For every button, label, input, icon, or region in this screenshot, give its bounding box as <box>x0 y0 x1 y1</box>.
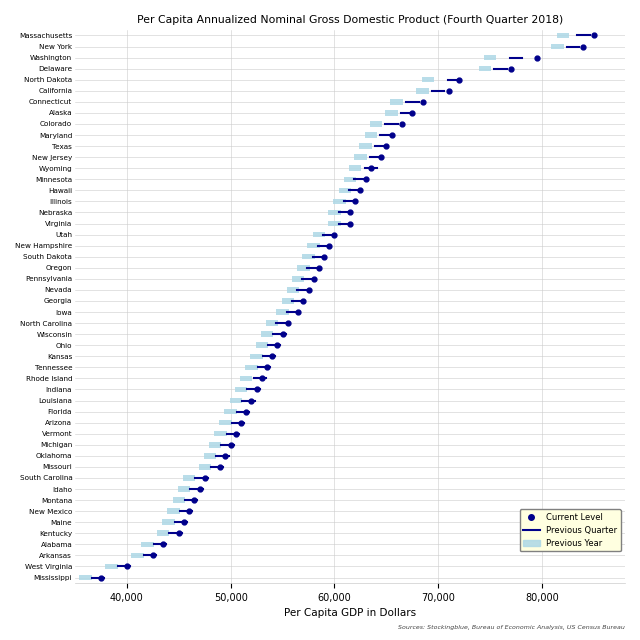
Bar <box>209 442 221 447</box>
Bar <box>349 166 362 171</box>
Text: Sources: Stockingblue, Bureau of Economic Analysis, US Census Bureau: Sources: Stockingblue, Bureau of Economi… <box>398 625 625 630</box>
Bar <box>370 121 382 127</box>
Bar <box>385 110 397 116</box>
Bar <box>422 77 434 83</box>
Bar <box>292 276 305 282</box>
Bar <box>168 508 180 514</box>
Bar <box>250 353 263 359</box>
Bar <box>255 342 268 348</box>
Bar <box>240 376 252 381</box>
Bar <box>79 575 92 580</box>
Bar <box>178 486 190 492</box>
Bar <box>183 475 195 481</box>
Legend: Current Level, Previous Quarter, Previous Year: Current Level, Previous Quarter, Previou… <box>520 509 621 551</box>
Bar <box>365 132 377 138</box>
Bar <box>302 254 315 259</box>
Bar <box>354 154 367 160</box>
Bar <box>339 188 351 193</box>
Bar <box>198 464 211 470</box>
Bar <box>344 177 356 182</box>
Bar <box>313 232 325 237</box>
Bar <box>141 541 154 547</box>
Bar <box>220 420 232 426</box>
Bar <box>297 265 310 271</box>
Bar <box>282 298 294 304</box>
Bar <box>479 66 491 72</box>
Bar <box>266 320 278 326</box>
Bar <box>417 88 429 93</box>
Bar <box>390 99 403 104</box>
Bar <box>307 243 320 248</box>
Bar <box>359 143 372 149</box>
Bar <box>105 564 118 569</box>
Bar <box>276 309 289 315</box>
Bar <box>287 287 299 292</box>
Title: Per Capita Annualized Nominal Gross Domestic Product (Fourth Quarter 2018): Per Capita Annualized Nominal Gross Dome… <box>137 15 563 25</box>
Bar <box>484 55 497 60</box>
Bar <box>157 531 170 536</box>
Bar <box>245 365 258 370</box>
Bar <box>328 210 340 215</box>
Bar <box>235 387 247 392</box>
X-axis label: Per Capita GDP in Dollars: Per Capita GDP in Dollars <box>284 608 416 618</box>
Bar <box>551 44 564 49</box>
Bar <box>328 221 340 227</box>
Bar <box>225 409 237 414</box>
Bar <box>333 198 346 204</box>
Bar <box>162 520 175 525</box>
Bar <box>260 332 273 337</box>
Bar <box>173 497 185 503</box>
Bar <box>204 453 216 459</box>
Bar <box>230 397 242 403</box>
Bar <box>557 33 569 38</box>
Bar <box>131 552 143 558</box>
Bar <box>214 431 227 436</box>
